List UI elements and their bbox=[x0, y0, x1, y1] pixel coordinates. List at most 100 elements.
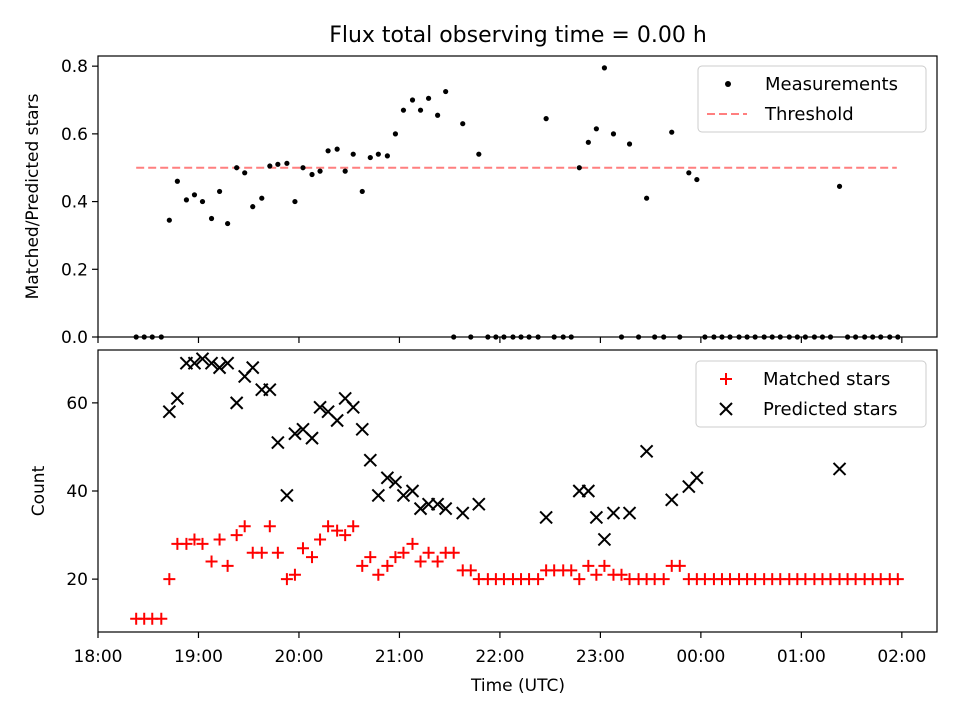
predicted-star-point bbox=[280, 488, 294, 503]
x-tick-label: 01:00 bbox=[777, 647, 826, 667]
matched-star-point bbox=[221, 559, 234, 572]
matched-star-point bbox=[891, 573, 904, 586]
measurement-point bbox=[267, 163, 273, 169]
chart-title: Flux total observing time = 0.00 h bbox=[329, 23, 707, 48]
matched-star-point bbox=[280, 573, 293, 586]
matched-star-point bbox=[573, 573, 586, 586]
x-tick-label: 19:00 bbox=[174, 647, 223, 667]
matched-star-point bbox=[582, 559, 595, 572]
predicted-star-point bbox=[388, 475, 403, 489]
measurement-point bbox=[694, 176, 700, 183]
matched-stars-points bbox=[130, 520, 904, 625]
top-y-tick-label: 0.6 bbox=[61, 125, 88, 145]
matched-star-point bbox=[155, 612, 168, 625]
top-y-tick-label: 0.4 bbox=[61, 193, 88, 213]
legend-measurements-marker bbox=[725, 81, 731, 87]
measurement-point bbox=[309, 171, 315, 178]
predicted-star-point bbox=[413, 501, 428, 516]
measurement-point bbox=[317, 168, 323, 174]
measurement-point bbox=[250, 204, 256, 210]
predicted-star-point bbox=[622, 506, 637, 520]
predicted-star-point bbox=[589, 510, 604, 525]
predicted-star-point bbox=[396, 488, 411, 503]
matched-star-point bbox=[372, 568, 385, 581]
bottom-y-tick-label: 20 bbox=[66, 570, 88, 590]
measurement-point bbox=[292, 198, 298, 205]
matched-star-point bbox=[205, 555, 218, 568]
matched-star-point bbox=[196, 537, 209, 550]
measurement-point bbox=[325, 148, 331, 154]
matched-star-point bbox=[389, 551, 402, 564]
measurement-point bbox=[234, 165, 240, 171]
measurement-point bbox=[216, 188, 223, 195]
predicted-star-point bbox=[229, 396, 244, 410]
predicted-star-point bbox=[330, 413, 344, 428]
matched-star-point bbox=[431, 555, 444, 568]
measurement-point bbox=[284, 160, 290, 166]
x-tick-label: 23:00 bbox=[576, 647, 625, 667]
top-y-axis: 0.0 0.2 0.4 0.6 0.8 bbox=[61, 57, 98, 348]
bottom-y-tick-label: 60 bbox=[66, 394, 88, 414]
measurement-point bbox=[460, 121, 466, 127]
predicted-star-point bbox=[263, 382, 277, 397]
measurement-point bbox=[443, 88, 449, 95]
measurement-point bbox=[400, 107, 407, 113]
measurement-point bbox=[367, 154, 373, 161]
matched-star-point bbox=[322, 520, 335, 533]
predicted-star-point bbox=[456, 506, 470, 520]
predicted-star-point bbox=[288, 427, 302, 441]
measurement-point bbox=[392, 131, 399, 137]
predicted-star-point bbox=[204, 356, 219, 370]
predicted-star-point bbox=[355, 422, 369, 437]
measurement-point bbox=[199, 198, 206, 205]
measurement-point bbox=[435, 112, 441, 118]
measurement-point bbox=[836, 183, 843, 189]
legend-measurements-label: Measurements bbox=[765, 74, 898, 95]
predicted-star-point bbox=[212, 360, 227, 375]
measurement-point bbox=[626, 141, 633, 147]
predicted-star-point bbox=[639, 444, 654, 459]
matched-star-point bbox=[406, 537, 419, 550]
matched-star-point bbox=[447, 546, 460, 559]
predicted-star-point bbox=[162, 404, 177, 419]
x-tick-label: 22:00 bbox=[475, 647, 524, 667]
matched-star-point bbox=[364, 551, 377, 564]
legend-matched-label: Matched stars bbox=[763, 369, 890, 390]
matched-star-point bbox=[306, 551, 319, 564]
legend-predicted-marker bbox=[719, 402, 733, 416]
legend-predicted-label: Predicted stars bbox=[763, 399, 897, 420]
matched-star-point bbox=[615, 568, 628, 581]
x-tick-label: 18:00 bbox=[74, 647, 123, 667]
measurement-point bbox=[174, 178, 180, 184]
matched-star-point bbox=[598, 559, 611, 572]
measurement-point bbox=[350, 151, 356, 157]
bottom-panel: 20 40 60 18:00 19:00 20:00 21:00 22:00 23:00 00:… bbox=[29, 349, 938, 696]
predicted-star-point bbox=[690, 471, 704, 485]
predicted-star-point bbox=[832, 462, 847, 476]
predicted-star-point bbox=[430, 497, 445, 511]
measurement-point bbox=[300, 165, 306, 171]
measurement-point bbox=[375, 151, 381, 157]
measurement-point bbox=[669, 129, 675, 135]
x-tick-label: 02:00 bbox=[877, 647, 926, 667]
bottom-legend: Matched stars Predicted stars bbox=[695, 360, 927, 428]
bottom-legend-box bbox=[695, 360, 927, 428]
matched-star-point bbox=[590, 568, 603, 581]
bottom-y-tick-label: 40 bbox=[66, 482, 88, 502]
measurement-point bbox=[359, 188, 365, 195]
predicted-star-point bbox=[195, 352, 210, 366]
measurement-point bbox=[342, 168, 348, 174]
predicted-star-point bbox=[363, 453, 378, 467]
matched-star-point bbox=[255, 546, 268, 559]
measurement-point bbox=[334, 146, 340, 152]
measurement-point bbox=[225, 220, 231, 227]
predicted-star-point bbox=[665, 493, 679, 507]
matched-star-point bbox=[464, 564, 477, 577]
measurement-point bbox=[686, 170, 692, 176]
measurement-point bbox=[208, 215, 215, 222]
measurement-point bbox=[417, 107, 424, 113]
predicted-star-point bbox=[380, 471, 395, 485]
measurement-point bbox=[384, 153, 390, 159]
measurement-point bbox=[425, 95, 432, 101]
measurement-point bbox=[166, 217, 172, 223]
